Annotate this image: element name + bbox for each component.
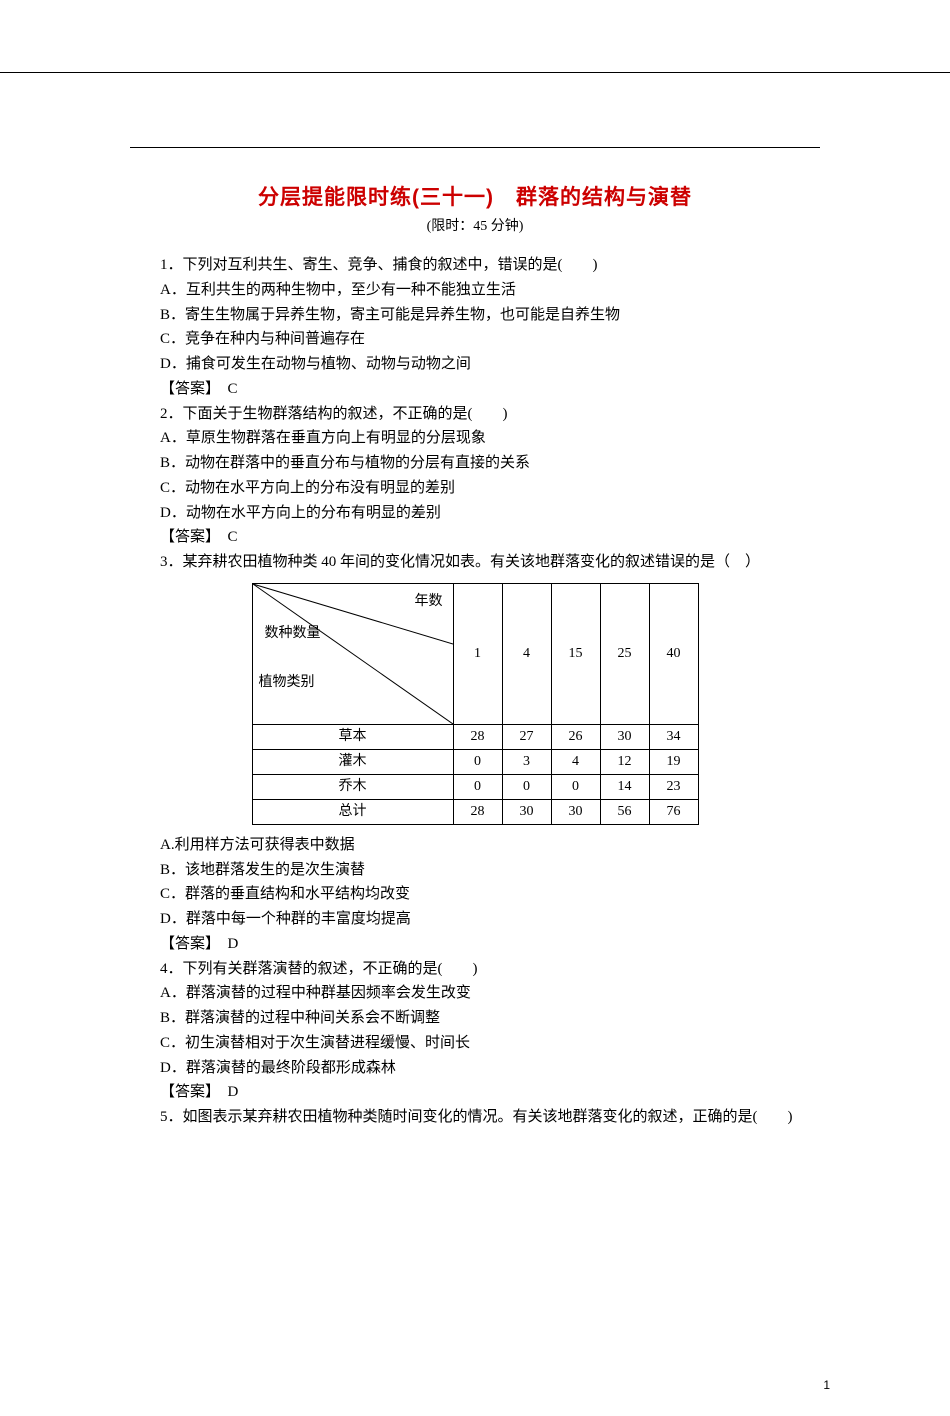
- year-col: 4: [502, 583, 551, 724]
- cell: 34: [649, 724, 698, 749]
- cell: 19: [649, 749, 698, 774]
- time-limit: (限时：45 分钟): [130, 215, 820, 235]
- cell: 76: [649, 799, 698, 824]
- row-label: 乔木: [252, 774, 453, 799]
- table-row: 灌木 0 3 4 12 19: [252, 749, 698, 774]
- q2-b: B．动物在群落中的垂直分布与植物的分层有直接的关系: [130, 451, 820, 476]
- diag-bot-label: 植物类别: [259, 671, 315, 694]
- row-label: 草本: [252, 724, 453, 749]
- answer-value: C: [228, 529, 238, 545]
- q2-a: A．草原生物群落在垂直方向上有明显的分层现象: [130, 426, 820, 451]
- cell: 12: [600, 749, 649, 774]
- year-col: 1: [453, 583, 502, 724]
- q4-answer: 【答案】 D: [130, 1080, 820, 1105]
- q3-stem: 3．某弃耕农田植物种类 40 年间的变化情况如表。有关该地群落变化的叙述错误的是…: [130, 550, 820, 575]
- q5-stem: 5．如图表示某弃耕农田植物种类随时间变化的情况。有关该地群落变化的叙述，正确的是…: [130, 1105, 820, 1130]
- cell: 0: [502, 774, 551, 799]
- cell: 56: [600, 799, 649, 824]
- answer-label: 【答案】: [160, 529, 213, 545]
- page: 分层提能限时练(三十一) 群落的结构与演替 (限时：45 分钟) 1．下列对互利…: [0, 72, 950, 1190]
- q1-c: C．竞争在种内与种间普遍存在: [130, 327, 820, 352]
- cell: 30: [551, 799, 600, 824]
- table-diag-header: 年数 数种数量 植物类别: [252, 583, 453, 724]
- q3-d: D．群落中每一个种群的丰富度均提高: [130, 907, 820, 932]
- q2-stem: 2．下面关于生物群落结构的叙述，不正确的是( ): [130, 402, 820, 427]
- year-col: 25: [600, 583, 649, 724]
- diag-top-label: 年数: [415, 590, 443, 613]
- cell: 0: [453, 774, 502, 799]
- q1-d: D．捕食可发生在动物与植物、动物与动物之间: [130, 352, 820, 377]
- year-col: 40: [649, 583, 698, 724]
- cell: 14: [600, 774, 649, 799]
- q2-d: D．动物在水平方向上的分布有明显的差别: [130, 501, 820, 526]
- q3-answer: 【答案】 D: [130, 932, 820, 957]
- year-col: 15: [551, 583, 600, 724]
- table-row: 乔木 0 0 0 14 23: [252, 774, 698, 799]
- q2-answer: 【答案】 C: [130, 525, 820, 550]
- answer-value: D: [228, 1084, 239, 1100]
- q4-a: A．群落演替的过程中种群基因频率会发生改变: [130, 981, 820, 1006]
- cell: 3: [502, 749, 551, 774]
- q4-c: C．初生演替相对于次生演替进程缓慢、时间长: [130, 1031, 820, 1056]
- table-header-row: 年数 数种数量 植物类别 1 4 15 25 40: [252, 583, 698, 724]
- q1-b: B．寄生生物属于异养生物，寄主可能是异养生物，也可能是自养生物: [130, 303, 820, 328]
- cell: 23: [649, 774, 698, 799]
- q1-stem: 1．下列对互利共生、寄生、竞争、捕食的叙述中，错误的是( ): [130, 253, 820, 278]
- q4-b: B．群落演替的过程中种间关系会不断调整: [130, 1006, 820, 1031]
- answer-value: C: [228, 381, 238, 397]
- q1-answer: 【答案】 C: [130, 377, 820, 402]
- page-number: 1: [823, 1378, 830, 1392]
- cell: 27: [502, 724, 551, 749]
- row-label: 灌木: [252, 749, 453, 774]
- diag-mid-label: 数种数量: [265, 622, 321, 645]
- cell: 28: [453, 724, 502, 749]
- q3-a: A.利用样方法可获得表中数据: [130, 833, 820, 858]
- q3-c: C．群落的垂直结构和水平结构均改变: [130, 882, 820, 907]
- table-row: 总计 28 30 30 56 76: [252, 799, 698, 824]
- q1-a: A．互利共生的两种生物中，至少有一种不能独立生活: [130, 278, 820, 303]
- cell: 0: [551, 774, 600, 799]
- q4-stem: 4．下列有关群落演替的叙述，不正确的是( ): [130, 957, 820, 982]
- answer-label: 【答案】: [160, 936, 213, 952]
- cell: 26: [551, 724, 600, 749]
- q3-b: B．该地群落发生的是次生演替: [130, 858, 820, 883]
- table-row: 草本 28 27 26 30 34: [252, 724, 698, 749]
- answer-label: 【答案】: [160, 381, 213, 397]
- answer-label: 【答案】: [160, 1084, 213, 1100]
- cell: 0: [453, 749, 502, 774]
- page-title: 分层提能限时练(三十一) 群落的结构与演替: [130, 181, 820, 211]
- q4-d: D．群落演替的最终阶段都形成森林: [130, 1056, 820, 1081]
- q2-c: C．动物在水平方向上的分布没有明显的差别: [130, 476, 820, 501]
- body: 1．下列对互利共生、寄生、竞争、捕食的叙述中，错误的是( ) A．互利共生的两种…: [130, 253, 820, 1130]
- row-label: 总计: [252, 799, 453, 824]
- answer-value: D: [228, 936, 239, 952]
- cell: 4: [551, 749, 600, 774]
- cell: 28: [453, 799, 502, 824]
- species-table: 年数 数种数量 植物类别 1 4 15 25 40 草本 28 27 26 30…: [252, 583, 699, 825]
- cell: 30: [502, 799, 551, 824]
- cell: 30: [600, 724, 649, 749]
